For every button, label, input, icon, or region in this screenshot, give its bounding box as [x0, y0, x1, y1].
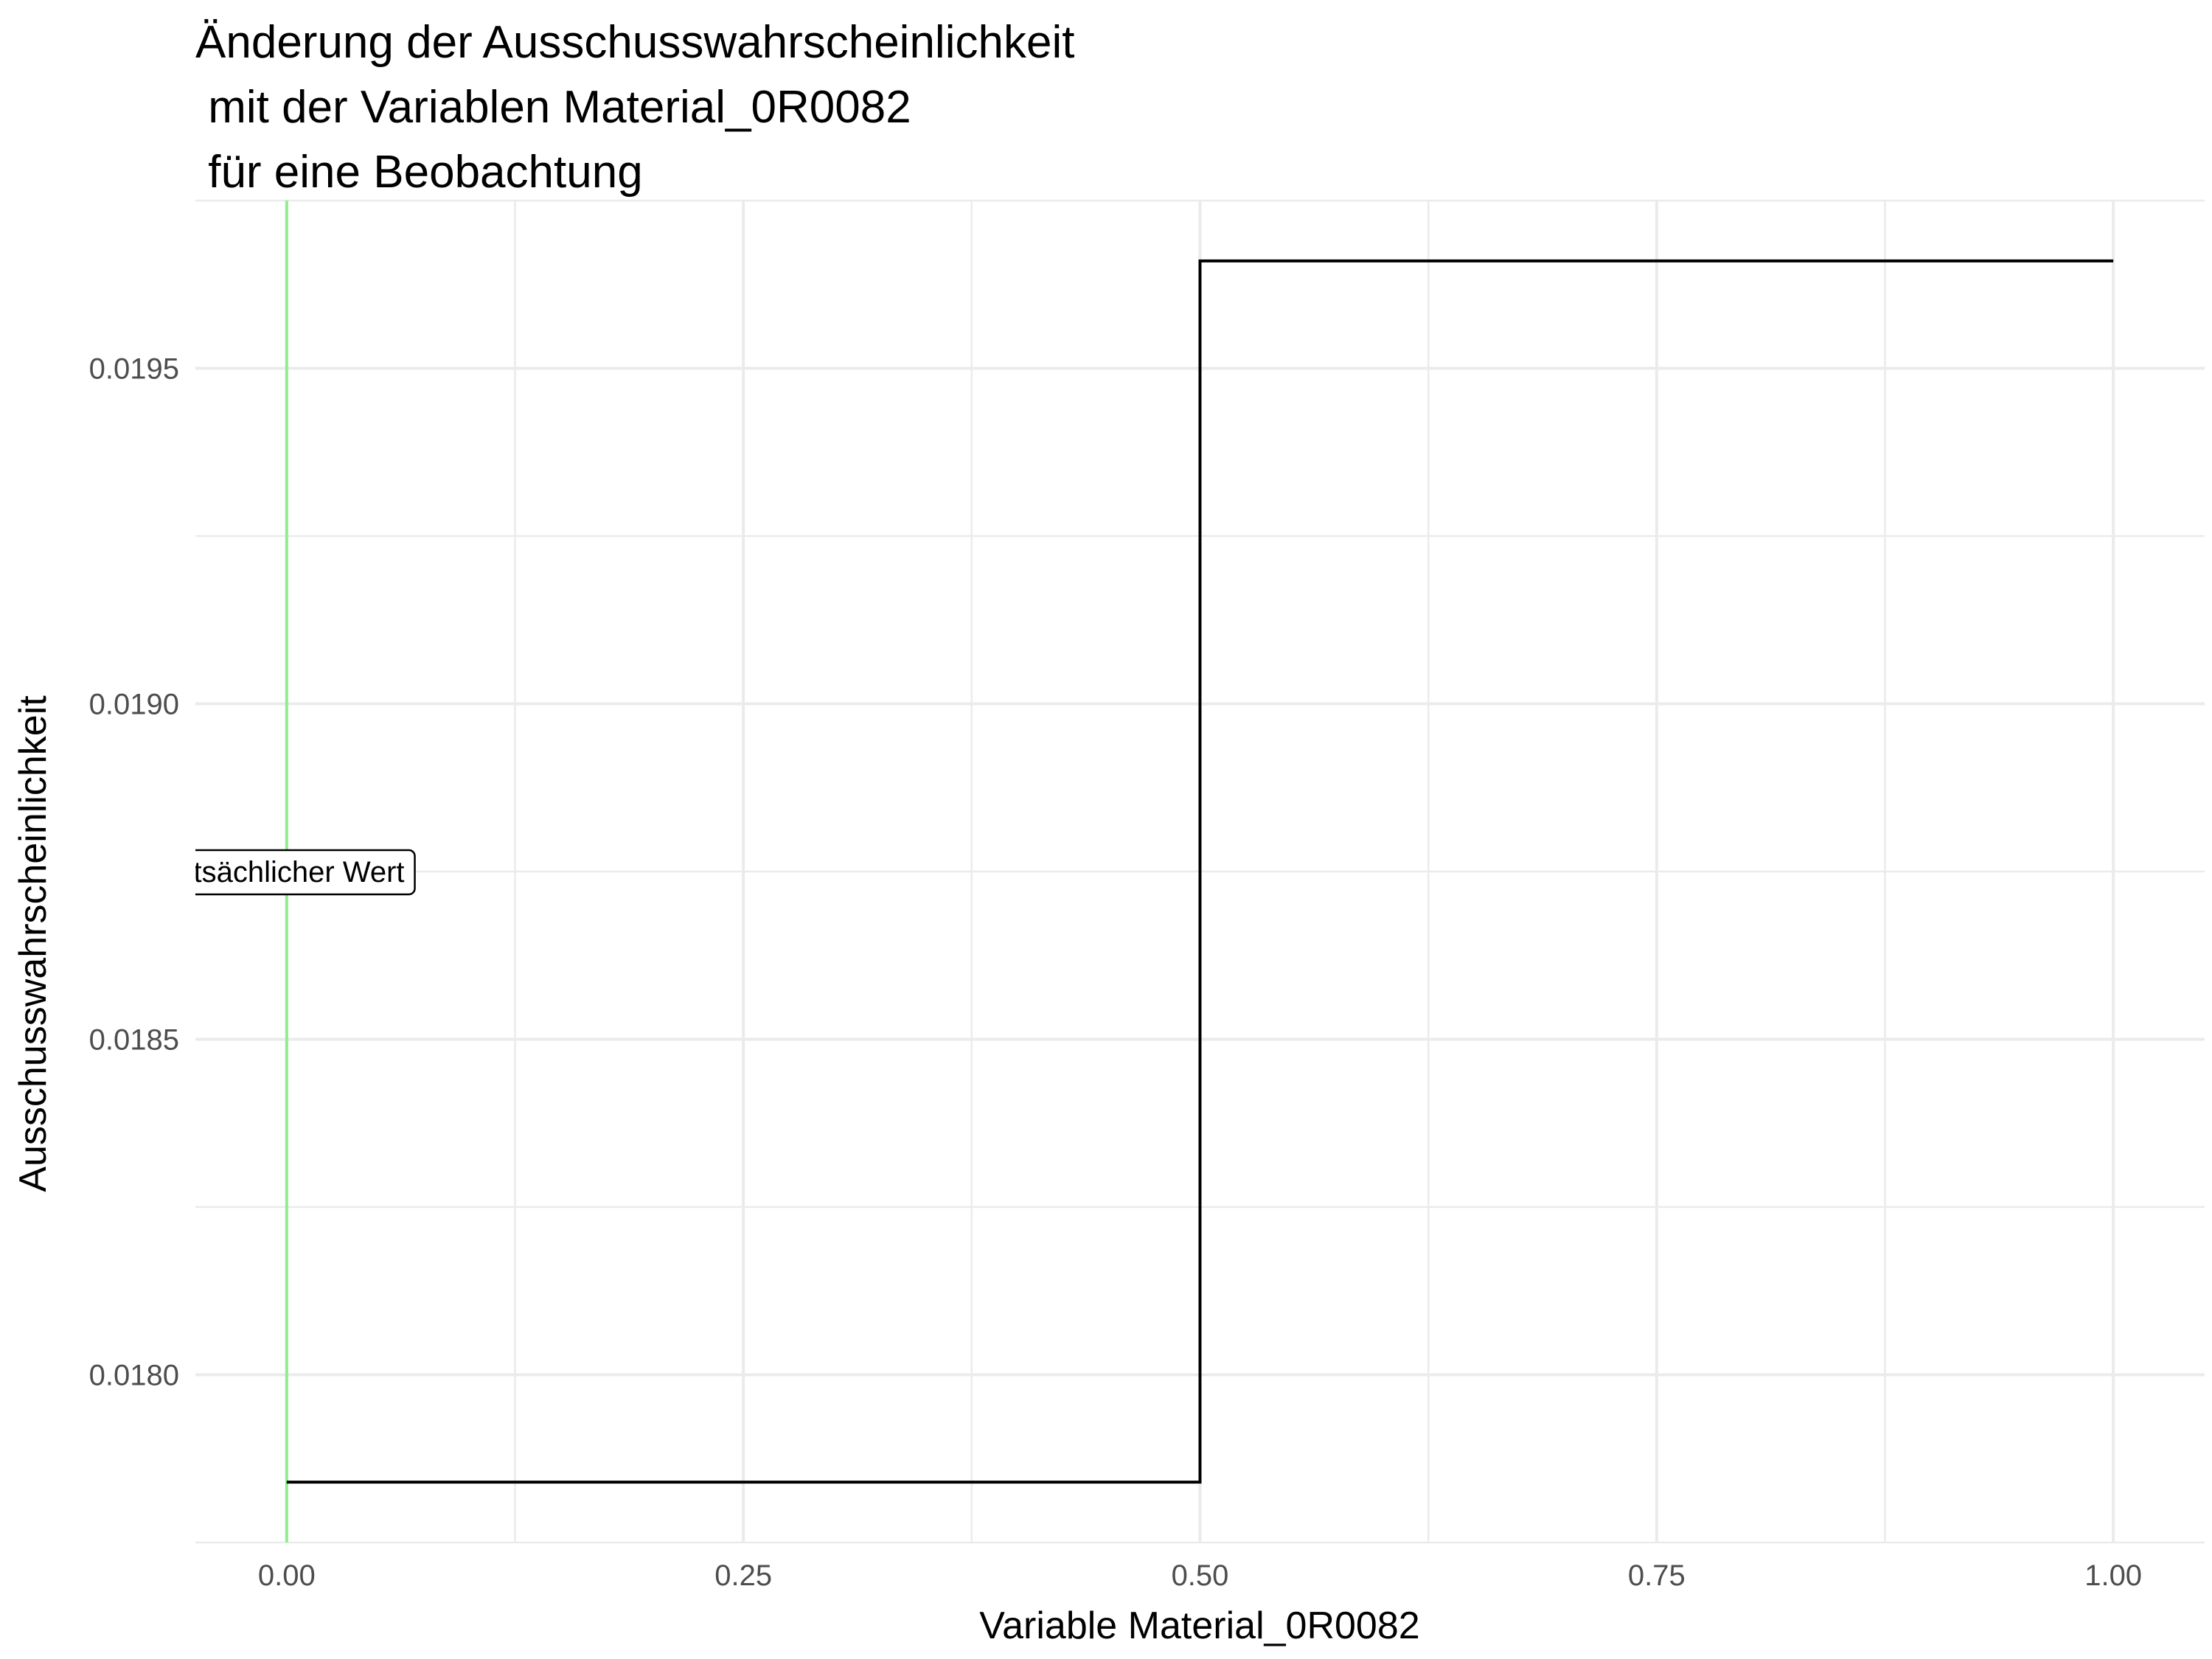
y-tick-label: 0.0190	[89, 689, 179, 721]
y-tick-label: 0.0195	[89, 353, 179, 386]
y-tick-label: 0.0185	[89, 1024, 179, 1057]
x-tick-label: 0.50	[1172, 1559, 1229, 1592]
series-line	[286, 259, 2114, 1484]
x-tick-label: 0.25	[714, 1559, 772, 1592]
chart-title-line: mit der Variablen Material_0R0082	[195, 82, 911, 133]
annotation-text: tatsächlicher Wert	[169, 856, 404, 888]
x-axis-title: Variable Material_0R0082	[979, 1604, 1419, 1647]
annotation-label: tatsächlicher Wert	[169, 849, 416, 896]
y-tick-label: 0.0180	[89, 1360, 179, 1392]
x-tick-label: 0.00	[258, 1559, 316, 1592]
chart-title: Änderung der Ausschusswahrscheinlichkeit…	[195, 17, 1074, 198]
x-tick-label: 0.75	[1628, 1559, 1686, 1592]
annotation-box	[195, 849, 416, 896]
chart-title-line: Änderung der Ausschusswahrscheinlichkeit	[195, 17, 1074, 68]
chart-title-line: für eine Beobachtung	[195, 147, 643, 198]
y-axis-title: Ausschusswahrscheinlichkeit	[12, 695, 55, 1192]
ticks: 0.00 0.25 0.50 0.75 1.00 0.0180 0.0185 0.0190 0.…	[89, 353, 2142, 1593]
annotation-layer: tatsächlicher Wert	[169, 849, 416, 896]
x-tick-label: 1.00	[2084, 1559, 2142, 1592]
